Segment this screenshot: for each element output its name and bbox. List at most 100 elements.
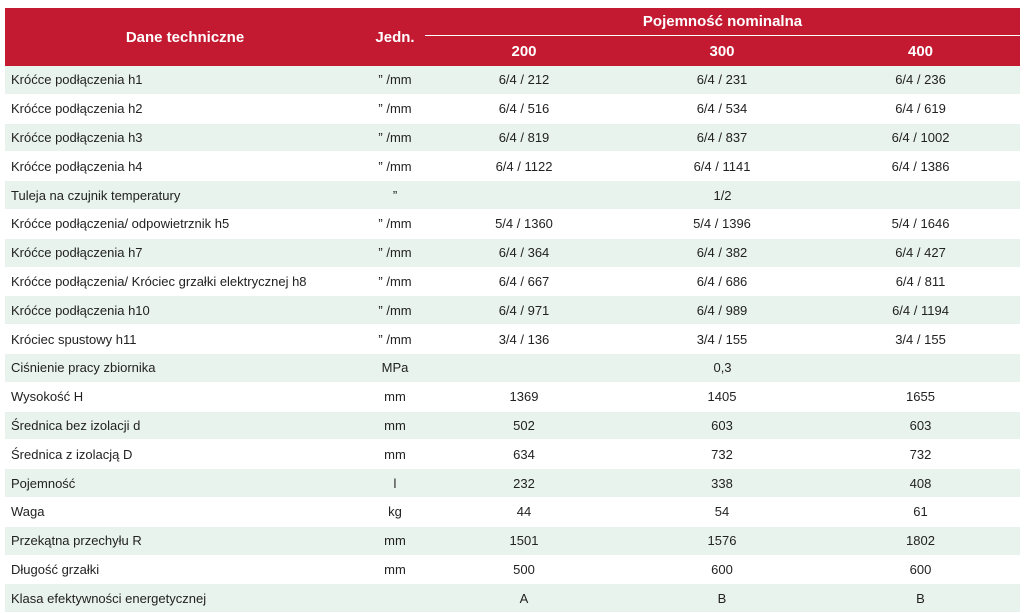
row-parameter-name: Króćce podłączenia h3 xyxy=(5,123,365,153)
row-value-400: 61 xyxy=(821,497,1021,527)
row-value-400: 6/4 / 1386 xyxy=(821,151,1021,182)
table-row: Ciśnienie pracy zbiornika MPa 0,3 xyxy=(5,353,1021,383)
row-value-200: 500 xyxy=(425,555,623,585)
header-capacity-group: Pojemność nominalna xyxy=(425,8,1021,36)
row-value-400: 6/4 / 1002 xyxy=(821,123,1021,153)
row-value-300: 732 xyxy=(623,439,821,470)
header-unit: Jedn. xyxy=(365,8,425,66)
row-unit: ” /mm xyxy=(365,94,425,124)
row-parameter-name: Ciśnienie pracy zbiornika xyxy=(5,353,365,383)
table-row: Tuleja na czujnik temperatury” 1/2 xyxy=(5,180,1021,210)
row-unit: mm xyxy=(365,382,425,412)
row-value-200: 232 xyxy=(425,468,623,498)
row-value-400: B xyxy=(821,583,1021,613)
table-row: Króciec spustowy h11” /mm 3/4 / 136 3/4 / … xyxy=(5,324,1021,354)
row-parameter-name: Króciec spustowy h11 xyxy=(5,324,365,354)
row-value-400: 6/4 / 236 xyxy=(821,66,1021,95)
table-row: Klasa efektywności energetycznej A B B xyxy=(5,583,1021,613)
table-row: Króćce podłączenia h2” /mm 6/4 / 516 6/4 /… xyxy=(5,94,1021,124)
row-parameter-name: Średnica bez izolacji d xyxy=(5,411,365,441)
row-unit: ” /mm xyxy=(365,324,425,354)
row-unit: ” /mm xyxy=(365,267,425,297)
row-unit: mm xyxy=(365,555,425,585)
row-value-300: 338 xyxy=(623,468,821,498)
row-value-300: 1405 xyxy=(623,382,821,412)
row-parameter-name: Tuleja na czujnik temperatury xyxy=(5,180,365,210)
row-parameter-name: Króćce podłączenia h10 xyxy=(5,295,365,326)
row-value-200: 6/4 / 1122 xyxy=(425,151,623,182)
row-parameter-name: Waga xyxy=(5,497,365,527)
row-value-300: 1576 xyxy=(623,526,821,556)
row-unit: MPa xyxy=(365,353,425,383)
row-value-200: 5/4 / 1360 xyxy=(425,209,623,239)
row-unit: ” /mm xyxy=(365,151,425,182)
row-value-300: 6/4 / 534 xyxy=(623,94,821,124)
row-value-200: 1369 xyxy=(425,382,623,412)
table-row: Króćce podłączenia/ Króciec grzałki elek… xyxy=(5,267,1021,297)
row-value-all: 0,3 xyxy=(425,353,1021,383)
row-value-400: 408 xyxy=(821,468,1021,498)
row-value-200: A xyxy=(425,583,623,613)
row-value-200: 3/4 / 136 xyxy=(425,324,623,354)
row-value-400: 6/4 / 427 xyxy=(821,238,1021,268)
row-value-200: 6/4 / 819 xyxy=(425,123,623,153)
row-unit: ” /mm xyxy=(365,209,425,239)
row-value-300: 6/4 / 231 xyxy=(623,66,821,95)
row-value-200: 6/4 / 971 xyxy=(425,295,623,326)
row-value-300: 6/4 / 686 xyxy=(623,267,821,297)
row-value-200: 6/4 / 667 xyxy=(425,267,623,297)
table-row: Średnica bez izolacji d mm 502 603 603 xyxy=(5,411,1021,441)
row-parameter-name: Średnica z izolacją D xyxy=(5,439,365,470)
technical-data-table: Dane techniczne Jedn. Pojemność nominaln… xyxy=(5,8,1021,613)
row-parameter-name: Króćce podłączenia/ odpowietrznik h5 xyxy=(5,209,365,239)
row-unit: mm xyxy=(365,411,425,441)
row-value-200: 502 xyxy=(425,411,623,441)
row-parameter-name: Króćce podłączenia h1 xyxy=(5,66,365,95)
row-value-all: 1/2 xyxy=(425,180,1021,210)
row-parameter-name: Pojemność xyxy=(5,468,365,498)
row-value-200: 6/4 / 516 xyxy=(425,94,623,124)
row-value-300: 6/4 / 382 xyxy=(623,238,821,268)
row-value-300: 5/4 / 1396 xyxy=(623,209,821,239)
row-unit xyxy=(365,583,425,613)
row-parameter-name: Wysokość H xyxy=(5,382,365,412)
row-parameter-name: Długość grzałki xyxy=(5,555,365,585)
table-row: Króćce podłączenia h4” /mm 6/4 / 1122 6/4 … xyxy=(5,151,1021,182)
row-unit: ” xyxy=(365,180,425,210)
row-unit: l xyxy=(365,468,425,498)
row-value-300: 6/4 / 989 xyxy=(623,295,821,326)
row-unit: ” /mm xyxy=(365,123,425,153)
table-row: Waga kg 44 54 61 xyxy=(5,497,1021,527)
row-value-400: 732 xyxy=(821,439,1021,470)
row-value-300: 3/4 / 155 xyxy=(623,324,821,354)
row-parameter-name: Króćce podłączenia h2 xyxy=(5,94,365,124)
row-unit: kg xyxy=(365,497,425,527)
row-value-400: 603 xyxy=(821,411,1021,441)
row-value-300: 6/4 / 1141 xyxy=(623,151,821,182)
row-parameter-name: Króćce podłączenia/ Króciec grzałki elek… xyxy=(5,267,365,297)
row-unit: ” /mm xyxy=(365,295,425,326)
header-capacity-300: 300 xyxy=(623,35,821,66)
row-parameter-name: Króćce podłączenia h7 xyxy=(5,238,365,268)
row-value-400: 6/4 / 811 xyxy=(821,267,1021,297)
table-row: Króćce podłączenia h10” /mm 6/4 / 971 6/4 … xyxy=(5,295,1021,326)
table-body: Króćce podłączenia h1” /mm 6/4 / 212 6/4 /… xyxy=(5,66,1021,613)
row-value-300: 600 xyxy=(623,555,821,585)
row-unit: ” /mm xyxy=(365,238,425,268)
row-value-400: 600 xyxy=(821,555,1021,585)
row-value-300: 54 xyxy=(623,497,821,527)
table-row: Króćce podłączenia/ odpowietrznik h5” /m… xyxy=(5,209,1021,239)
row-parameter-name: Klasa efektywności energetycznej xyxy=(5,583,365,613)
row-value-300: B xyxy=(623,583,821,613)
row-value-200: 634 xyxy=(425,439,623,470)
header-capacity-400: 400 xyxy=(821,35,1021,66)
row-parameter-name: Przekątna przechyłu R xyxy=(5,526,365,556)
row-value-200: 6/4 / 364 xyxy=(425,238,623,268)
row-unit: mm xyxy=(365,526,425,556)
row-value-400: 3/4 / 155 xyxy=(821,324,1021,354)
table-row: Pojemność l 232 338 408 xyxy=(5,468,1021,498)
row-value-200: 44 xyxy=(425,497,623,527)
